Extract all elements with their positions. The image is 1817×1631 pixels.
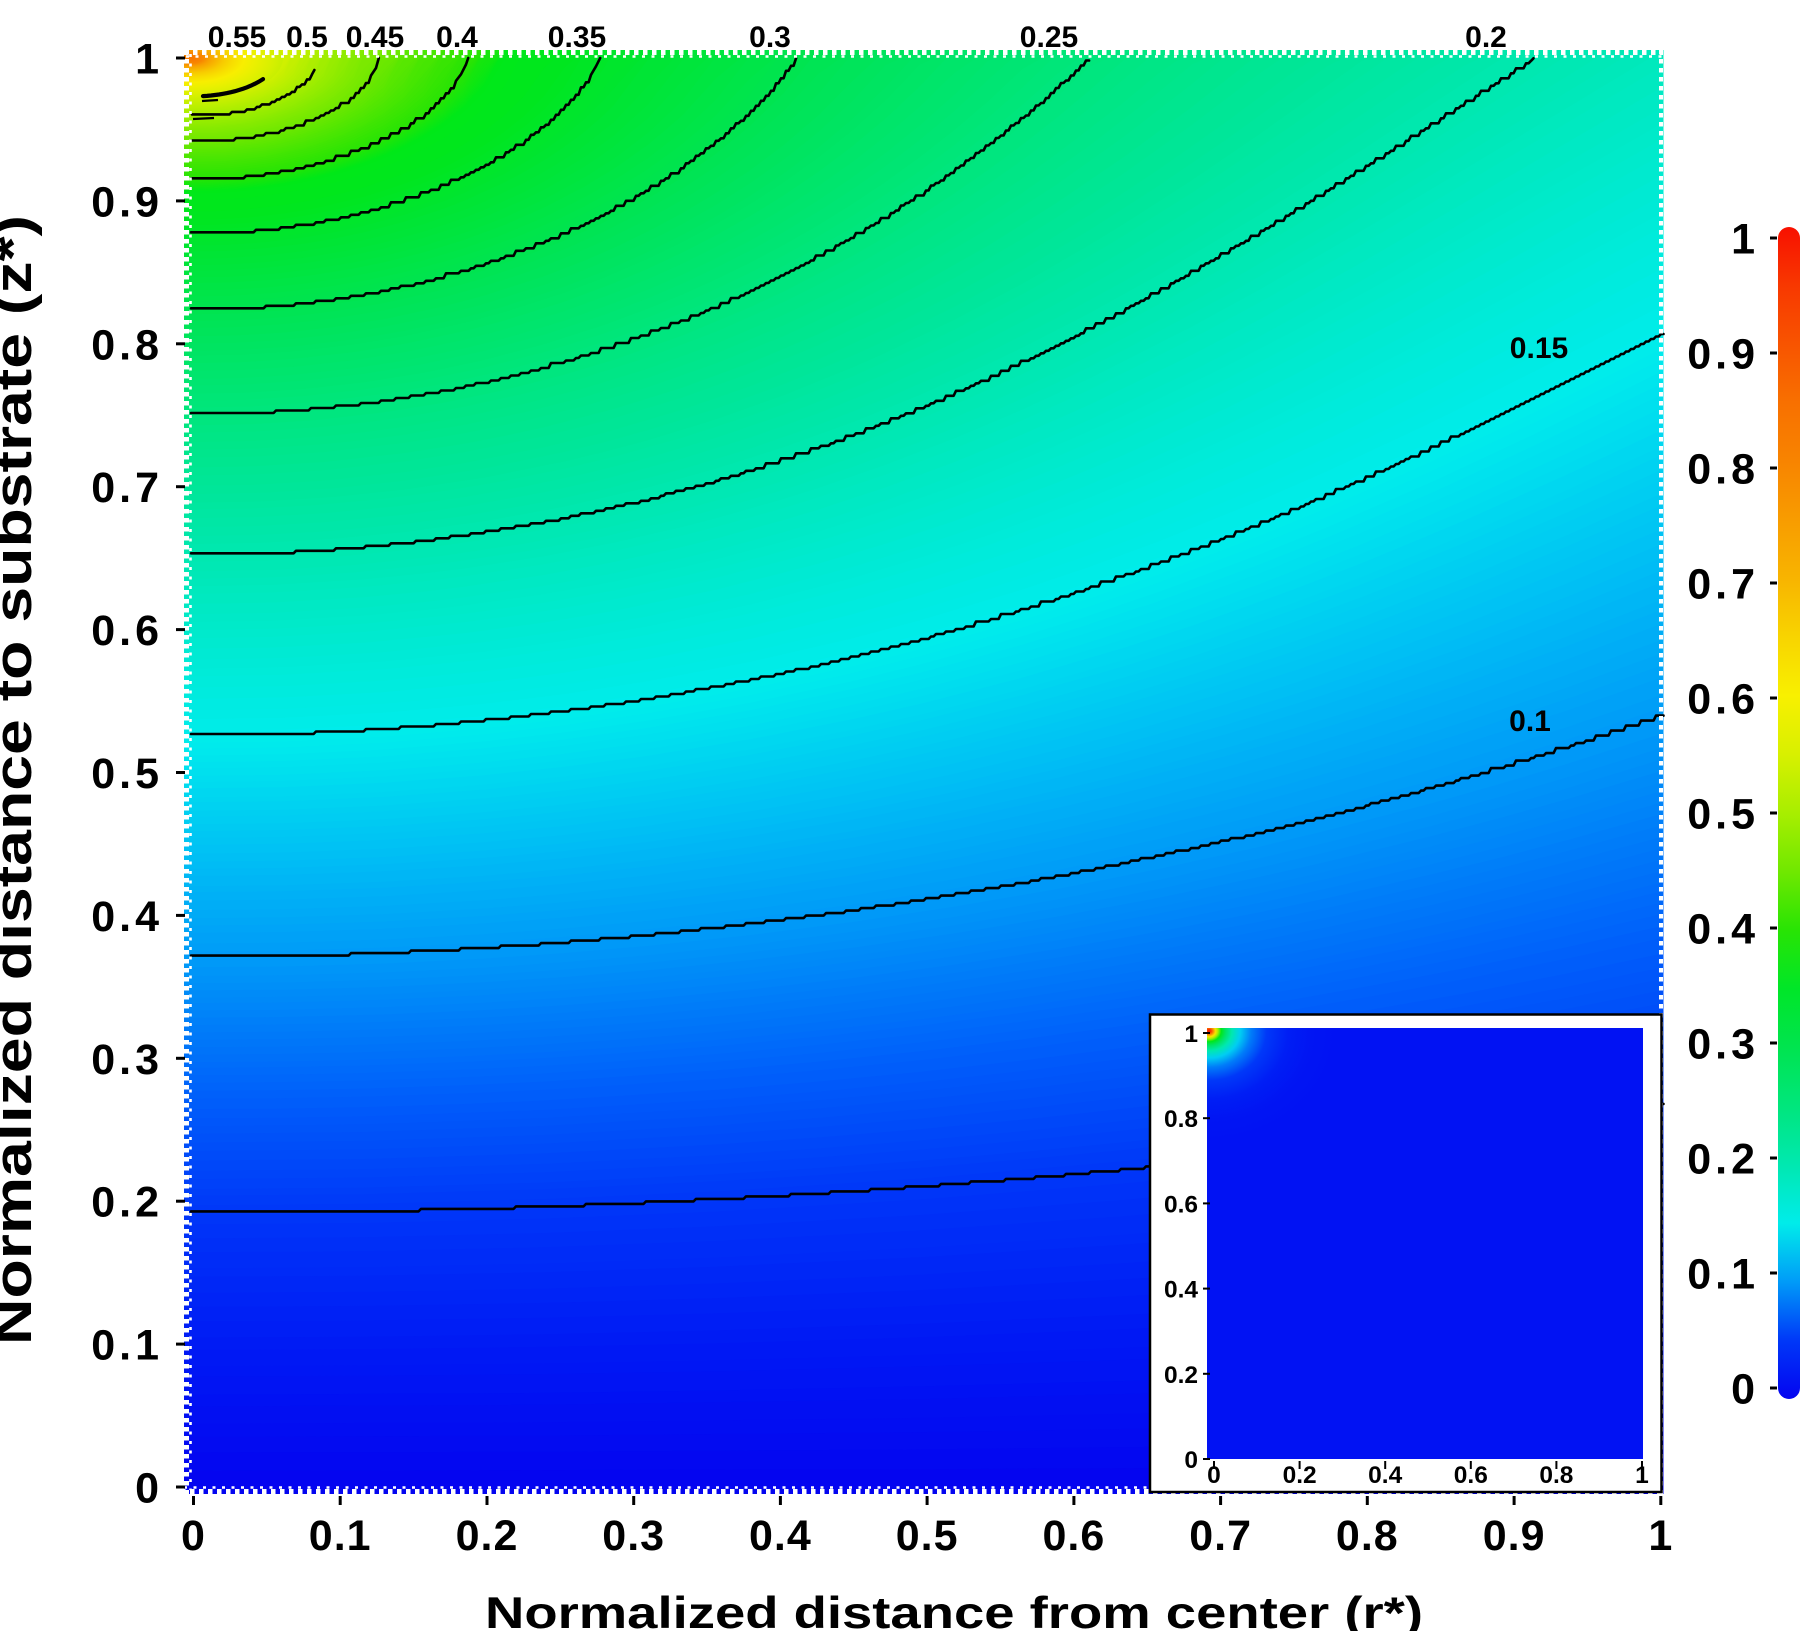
svg-text:0.7: 0.7	[91, 464, 163, 512]
svg-text:0.6: 0.6	[1454, 1462, 1488, 1489]
svg-text:1: 1	[1731, 216, 1759, 264]
svg-text:0.25: 0.25	[1020, 21, 1078, 54]
svg-text:0.3: 0.3	[602, 1512, 665, 1560]
svg-text:0: 0	[1184, 1447, 1198, 1474]
svg-text:0.2: 0.2	[456, 1512, 519, 1560]
svg-text:0.4: 0.4	[91, 893, 163, 941]
svg-text:0.8: 0.8	[1687, 446, 1759, 494]
svg-text:0.55: 0.55	[208, 21, 266, 54]
svg-text:0.6: 0.6	[91, 607, 163, 655]
svg-text:0.5: 0.5	[1687, 791, 1759, 839]
svg-text:0.1: 0.1	[1509, 705, 1551, 738]
svg-text:0: 0	[181, 1512, 206, 1560]
svg-text:0.2: 0.2	[91, 1179, 163, 1227]
svg-text:0.7: 0.7	[1687, 561, 1759, 609]
svg-text:1: 1	[1648, 1512, 1673, 1560]
svg-text:1: 1	[1184, 1021, 1198, 1048]
svg-text:1: 1	[1635, 1462, 1649, 1489]
svg-text:0: 0	[1207, 1462, 1221, 1489]
svg-text:0.2: 0.2	[1465, 21, 1507, 54]
svg-text:0.15: 0.15	[1510, 332, 1568, 365]
svg-text:0.6: 0.6	[1687, 676, 1759, 724]
svg-text:0.8: 0.8	[1539, 1462, 1573, 1489]
svg-text:0.4: 0.4	[1368, 1462, 1402, 1489]
svg-text:0.3: 0.3	[91, 1036, 163, 1084]
svg-text:0.8: 0.8	[1336, 1512, 1399, 1560]
svg-text:0.9: 0.9	[1483, 1512, 1546, 1560]
svg-text:0.3: 0.3	[1687, 1021, 1759, 1069]
svg-text:0.35: 0.35	[548, 21, 606, 54]
svg-text:0.5: 0.5	[896, 1512, 959, 1560]
svg-text:0.8: 0.8	[1164, 1106, 1198, 1133]
svg-text:0.5: 0.5	[286, 21, 328, 54]
svg-text:Normalized distance from cente: Normalized distance from center (r*)	[485, 1589, 1423, 1631]
svg-text:0.1: 0.1	[91, 1322, 163, 1370]
svg-text:0.1: 0.1	[309, 1512, 372, 1560]
svg-text:0.7: 0.7	[1189, 1512, 1252, 1560]
svg-text:0.8: 0.8	[91, 321, 163, 369]
svg-text:0: 0	[135, 1465, 163, 1513]
svg-text:0.5: 0.5	[91, 750, 163, 798]
svg-text:0.45: 0.45	[346, 21, 404, 54]
svg-text:0.2: 0.2	[1283, 1462, 1317, 1489]
svg-text:Normalized distance to substra: Normalized distance to substrate (z*)	[0, 215, 43, 1345]
svg-text:0.9: 0.9	[91, 178, 163, 226]
svg-text:0.4: 0.4	[1687, 906, 1759, 954]
svg-text:1: 1	[135, 36, 163, 84]
svg-text:0.9: 0.9	[1687, 331, 1759, 379]
svg-text:0.2: 0.2	[1164, 1362, 1198, 1389]
svg-text:0.6: 0.6	[1164, 1191, 1198, 1218]
svg-text:0.3: 0.3	[749, 21, 791, 54]
svg-text:0.4: 0.4	[1164, 1277, 1198, 1304]
svg-text:0.4: 0.4	[436, 21, 478, 54]
svg-text:0.4: 0.4	[749, 1512, 812, 1560]
svg-text:0.2: 0.2	[1687, 1136, 1759, 1184]
svg-text:0: 0	[1731, 1366, 1759, 1414]
svg-text:0.6: 0.6	[1043, 1512, 1106, 1560]
svg-text:0.1: 0.1	[1687, 1251, 1759, 1299]
